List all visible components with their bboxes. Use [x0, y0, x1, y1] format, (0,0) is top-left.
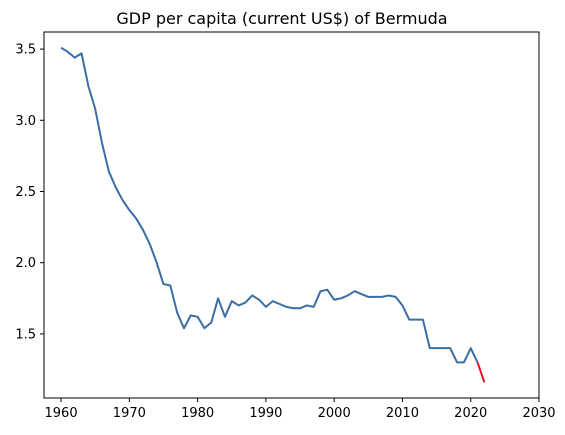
x-tick-label: 2020 — [454, 406, 487, 421]
y-tick-label: 3.0 — [15, 114, 36, 129]
axes-layer: 1960 1970 1980 1990 2000 2010 2020 2030 1.5 2.0 2.… — [15, 31, 556, 421]
series-line-1 — [476, 362, 486, 383]
y-tick-label: 3.5 — [15, 43, 36, 58]
series-line-0 — [60, 46, 479, 364]
x-tick-label: 2030 — [522, 406, 555, 421]
y-tick-label: 1.5 — [15, 327, 36, 342]
plot-frame — [43, 31, 540, 399]
x-tick-label: 1990 — [249, 406, 282, 421]
x-tick-label: 1960 — [45, 406, 78, 421]
x-tick-label: 1970 — [113, 406, 146, 421]
x-tick-label: 2010 — [386, 406, 419, 421]
series-layer — [60, 46, 486, 383]
chart-title: GDP per capita (current US$) of Bermuda — [116, 9, 447, 28]
y-tick-label: 2.5 — [15, 185, 36, 200]
x-tick-label: 2000 — [318, 406, 351, 421]
x-tick-label: 1980 — [181, 406, 214, 421]
y-tick-label: 2.0 — [15, 256, 36, 271]
